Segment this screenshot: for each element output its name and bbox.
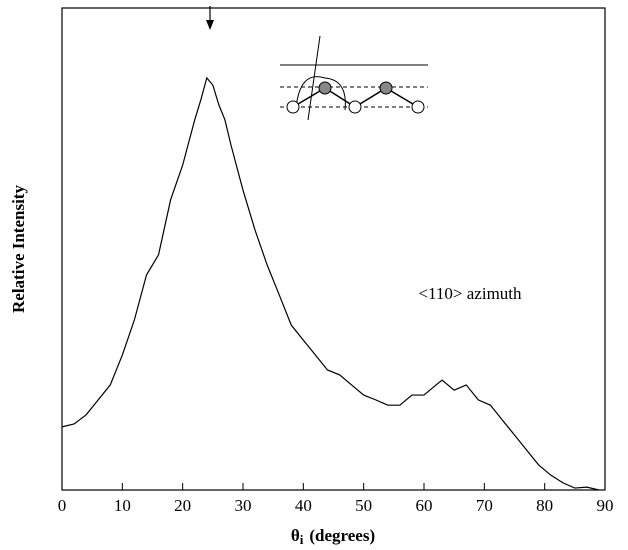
x-tick-label: 70 (476, 496, 493, 515)
x-label-symbol: θ (291, 526, 300, 545)
x-tick-label: 80 (536, 496, 553, 515)
annotation: <110> azimuth (418, 284, 522, 303)
inset-diagram (280, 35, 428, 121)
peak-arrow (206, 6, 214, 30)
x-label-text: (degrees) (309, 526, 375, 545)
x-tick-label: 20 (174, 496, 191, 515)
x-label-subscript: i (300, 532, 304, 547)
x-axis-label: θi (degrees) (291, 526, 375, 547)
y-axis-label: Relative Intensity (9, 185, 28, 313)
x-tick-label: 30 (235, 496, 252, 515)
x-tick-label: 60 (416, 496, 433, 515)
x-tick-label: 50 (355, 496, 372, 515)
data-line (61, 76, 600, 491)
x-tick-label: 40 (295, 496, 312, 515)
x-tick-label: 10 (114, 496, 131, 515)
x-tick-label: 90 (597, 496, 614, 515)
plot-frame (61, 7, 606, 491)
x-tick-label: 0 (58, 496, 67, 515)
